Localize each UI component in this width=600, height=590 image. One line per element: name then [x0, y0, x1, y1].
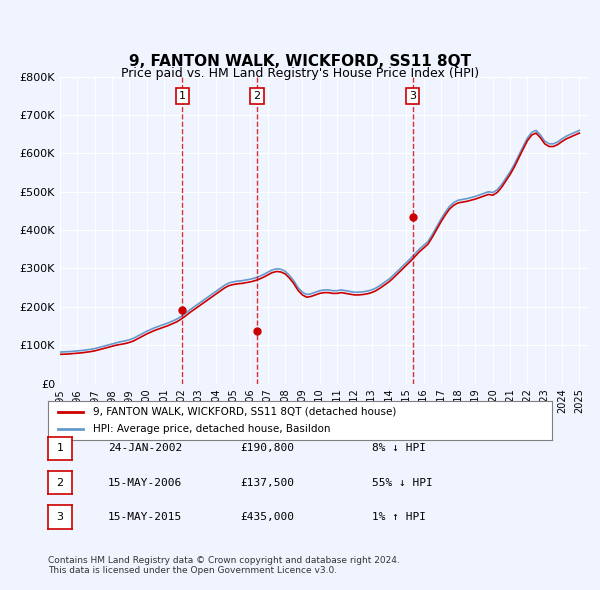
Text: HPI: Average price, detached house, Basildon: HPI: Average price, detached house, Basi…: [94, 424, 331, 434]
Text: 55% ↓ HPI: 55% ↓ HPI: [372, 478, 433, 487]
Text: 1: 1: [56, 444, 64, 453]
Text: £190,800: £190,800: [240, 444, 294, 453]
Text: £137,500: £137,500: [240, 478, 294, 487]
Text: 3: 3: [409, 91, 416, 101]
Text: 1% ↑ HPI: 1% ↑ HPI: [372, 512, 426, 522]
Text: £435,000: £435,000: [240, 512, 294, 522]
Text: 15-MAY-2006: 15-MAY-2006: [108, 478, 182, 487]
Text: Contains HM Land Registry data © Crown copyright and database right 2024.
This d: Contains HM Land Registry data © Crown c…: [48, 556, 400, 575]
Text: 2: 2: [56, 478, 64, 487]
Text: 9, FANTON WALK, WICKFORD, SS11 8QT: 9, FANTON WALK, WICKFORD, SS11 8QT: [129, 54, 471, 70]
Text: 24-JAN-2002: 24-JAN-2002: [108, 444, 182, 453]
Text: 8% ↓ HPI: 8% ↓ HPI: [372, 444, 426, 453]
Text: Price paid vs. HM Land Registry's House Price Index (HPI): Price paid vs. HM Land Registry's House …: [121, 67, 479, 80]
Text: 9, FANTON WALK, WICKFORD, SS11 8QT (detached house): 9, FANTON WALK, WICKFORD, SS11 8QT (deta…: [94, 407, 397, 417]
Text: 1: 1: [179, 91, 186, 101]
Text: 3: 3: [56, 512, 64, 522]
Text: 15-MAY-2015: 15-MAY-2015: [108, 512, 182, 522]
Text: 2: 2: [253, 91, 260, 101]
